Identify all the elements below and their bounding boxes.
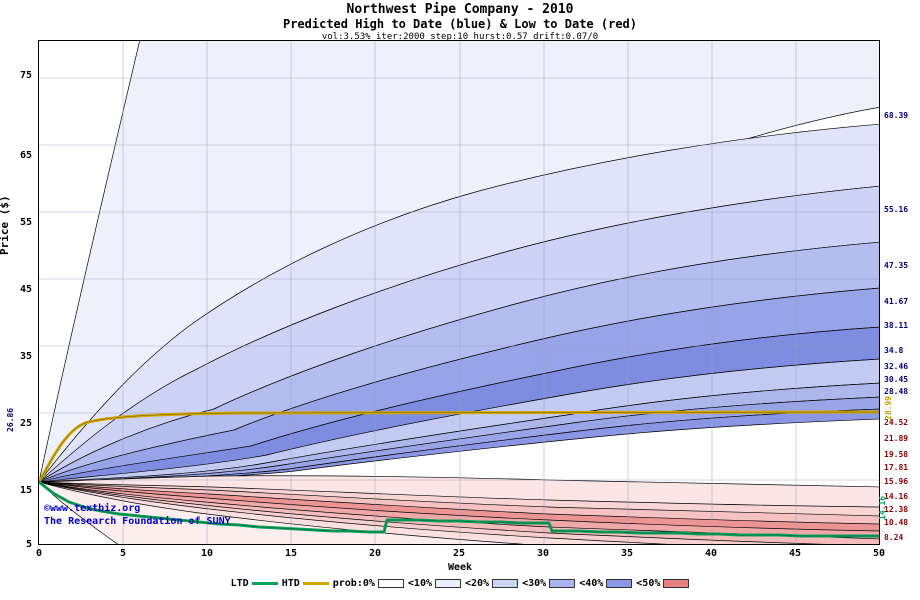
legend-label-40: <40%	[579, 578, 604, 589]
legend: LTD HTD prob:0% <10% <20% <30% <40% <50	[0, 578, 920, 589]
legend-swatch-30-icon	[549, 579, 576, 588]
right-label-10-48: 10.48	[884, 518, 909, 527]
legend-swatch-20-icon	[492, 579, 519, 588]
legend-swatch-40-icon	[606, 579, 633, 588]
y-tick-5: 5	[25, 539, 32, 550]
chart-parameters: vol:3.53% iter:2000 step:10 hurst:0.57 d…	[321, 32, 599, 42]
htd-value-label: 28.99	[884, 395, 893, 420]
legend-swatch-prob0-icon	[377, 579, 404, 588]
legend-swatch-50-icon	[663, 579, 690, 588]
x-tick-0: 0	[35, 548, 43, 559]
right-label-17-81: 17.81	[884, 463, 909, 472]
x-tick-45: 45	[788, 548, 802, 559]
x-tick-20: 20	[368, 548, 382, 559]
y-tick-35: 35	[19, 351, 32, 362]
legend-item-10: <10%	[408, 578, 461, 589]
right-label-38-11: 38.11	[884, 321, 909, 330]
x-tick-30: 30	[536, 548, 550, 559]
legend-item-prob0: prob:0%	[333, 578, 404, 589]
legend-item-30: <30%	[522, 578, 576, 589]
band-red-inner3	[39, 475, 879, 508]
legend-label-ltd: LTD	[230, 578, 249, 589]
legend-item-50: <50%	[636, 578, 690, 589]
right-label-34-80: 34.8	[884, 346, 904, 355]
y-tick-15: 15	[19, 485, 32, 496]
x-tick-25: 25	[452, 548, 466, 559]
series-ltd-line	[39, 480, 879, 538]
y-tick-45: 45	[19, 284, 32, 295]
right-label-68-39: 68.39	[884, 111, 909, 120]
y-tick-75: 75	[19, 70, 32, 81]
legend-item-40: <40%	[579, 578, 633, 589]
legend-label-prob0: prob:0%	[332, 578, 375, 589]
right-label-28-48: 28.48	[884, 387, 909, 396]
x-tick-10: 10	[200, 548, 214, 559]
right-label-19-58: 19.58	[884, 450, 909, 459]
x-tick-40: 40	[704, 548, 718, 559]
legend-label-20: <20%	[465, 578, 490, 589]
x-tick-50: 50	[872, 548, 886, 559]
series-ltd-line-outline	[39, 481, 879, 537]
title-block: Northwest Pipe Company - 2010 Predicted …	[0, 2, 920, 43]
chart-subtitle: Predicted High to Date (blue) & Low to D…	[282, 17, 637, 31]
y-tick-25: 25	[19, 418, 32, 429]
right-label-32-46: 32.46	[884, 362, 909, 371]
right-label-14-16: 14.16	[884, 492, 909, 501]
right-label-21-89: 21.89	[884, 434, 909, 443]
chart-title: Northwest Pipe Company - 2010	[346, 2, 574, 17]
right-label-8-24: 8.24	[884, 533, 904, 542]
legend-swatch-ltd-icon	[251, 582, 278, 585]
y-tick-55: 55	[19, 217, 32, 228]
legend-label-50: <50%	[636, 578, 661, 589]
band-blue-inner4	[39, 408, 879, 483]
copyright-block: ©www.textbiz.org The Research Foundation…	[44, 502, 231, 528]
ltd-value-label: 14.16	[878, 495, 887, 520]
legend-label-htd: HTD	[281, 578, 300, 589]
x-tick-35: 35	[620, 548, 634, 559]
right-label-12-38: 12.38	[884, 505, 909, 514]
grid-lines	[39, 41, 879, 544]
y-tick-65: 65	[19, 150, 32, 161]
legend-item-ltd: LTD	[231, 578, 278, 589]
x-tick-15: 15	[284, 548, 298, 559]
series-htd-line-outline	[39, 411, 879, 483]
copyright-line-2: The Research Foundation of SUNY	[44, 516, 231, 527]
legend-label-30: <30%	[522, 578, 547, 589]
plot-area	[38, 40, 880, 545]
x-axis-label: Week	[447, 562, 473, 573]
right-label-55-16: 55.16	[884, 205, 909, 214]
start-price-label: 26.86	[6, 407, 15, 432]
copyright-line-1: ©www.textbiz.org	[44, 503, 141, 514]
right-label-41-67: 41.67	[884, 297, 909, 306]
legend-swatch-10-icon	[435, 579, 461, 588]
legend-label-10: <10%	[407, 578, 432, 589]
legend-item-htd: HTD	[282, 578, 329, 589]
right-label-30-45: 30.45	[884, 375, 909, 384]
legend-swatch-htd-icon	[302, 582, 329, 585]
right-label-24-52: 24.52	[884, 418, 909, 427]
right-label-47-35: 47.35	[884, 261, 909, 270]
right-label-15-96: 15.96	[884, 477, 909, 486]
legend-item-20: <20%	[465, 578, 519, 589]
x-tick-5: 5	[119, 548, 127, 559]
